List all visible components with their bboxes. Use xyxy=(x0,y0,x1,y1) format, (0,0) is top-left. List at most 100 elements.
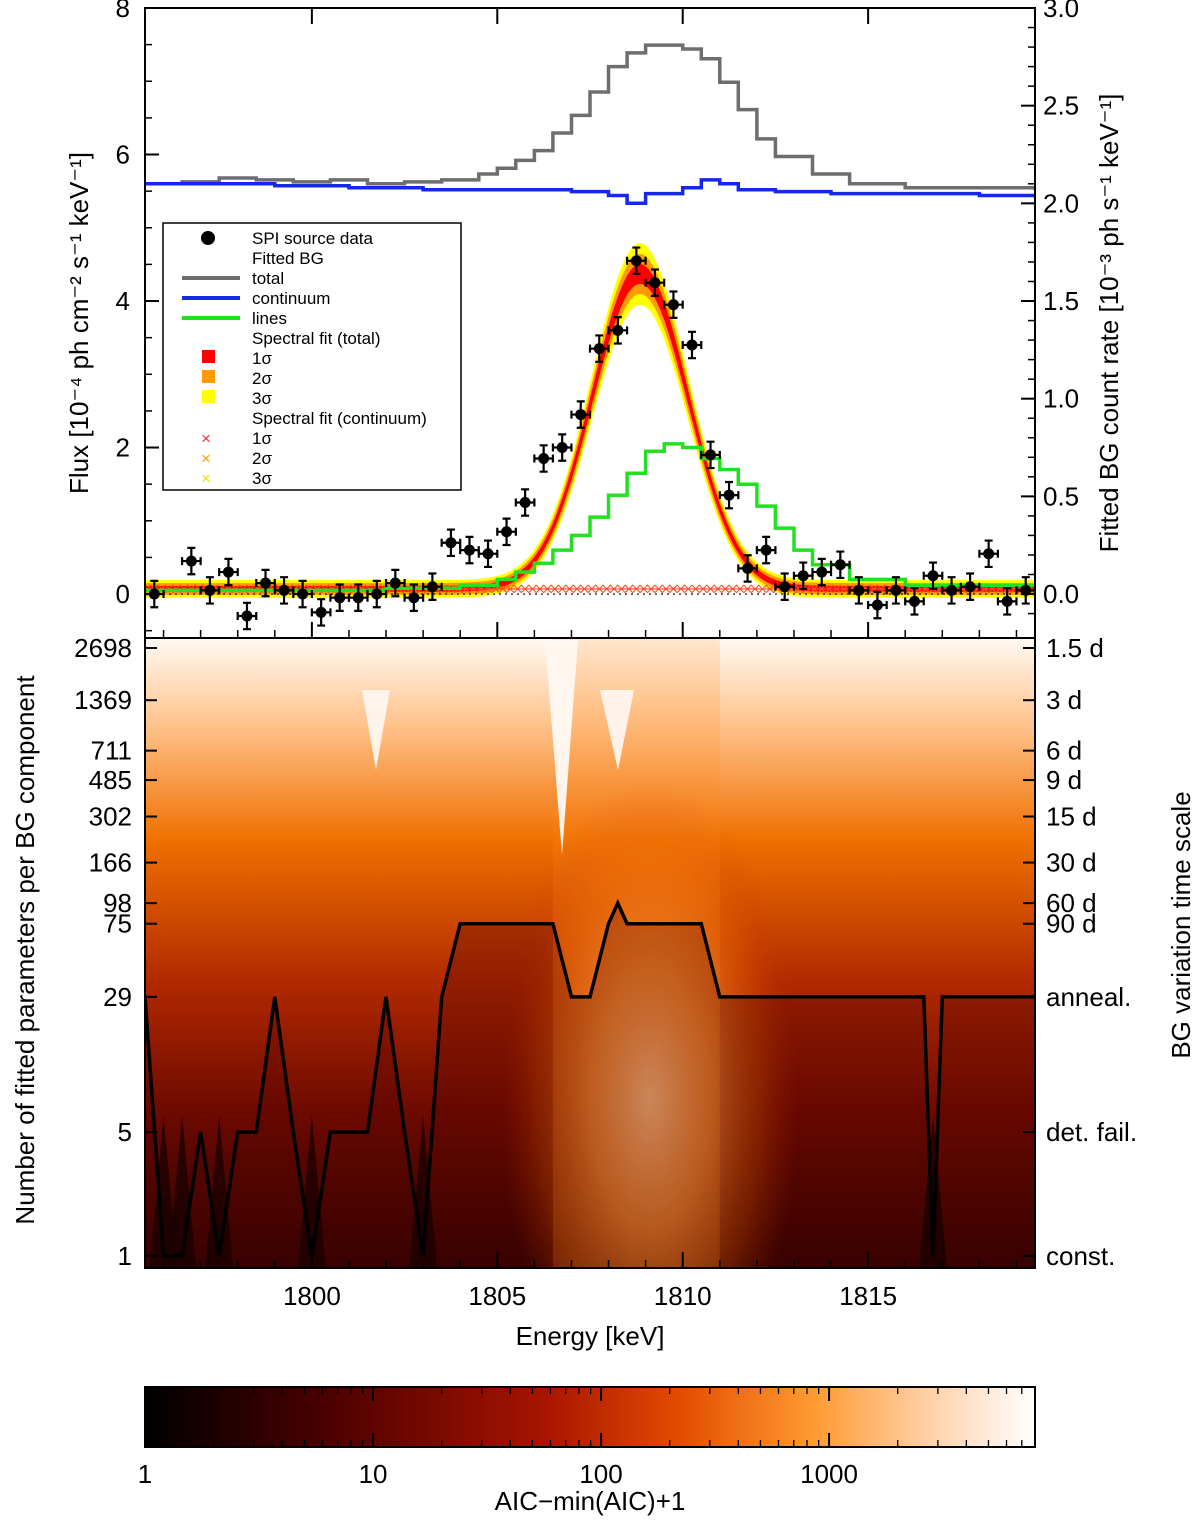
bottom-right-tick-label: anneal. xyxy=(1046,982,1131,1012)
colorbar-label: AIC−min(AIC)+1 xyxy=(495,1486,686,1516)
top-left-tick-label: 4 xyxy=(116,286,130,316)
bottom-left-tick-label: 98 xyxy=(103,888,132,918)
data-point-marker xyxy=(389,577,401,589)
continuum-fit-marker xyxy=(743,584,752,594)
data-point xyxy=(718,480,740,510)
heatmap-bright-core xyxy=(500,780,800,1268)
continuum-fit-marker xyxy=(587,584,597,594)
continuum-fit-marker xyxy=(735,584,745,594)
bg-total-curve xyxy=(145,43,1035,190)
bottom-left-tick-label: 75 xyxy=(103,909,132,939)
data-point-marker xyxy=(501,526,513,538)
data-point-marker xyxy=(538,453,550,465)
continuum-fit-marker xyxy=(513,584,523,594)
data-point xyxy=(848,576,870,605)
legend-cont-3sigma-label: 3σ xyxy=(252,469,272,488)
legend-cont-1sigma-marker: × xyxy=(201,429,211,448)
continuum-fit-marker xyxy=(617,584,626,594)
data-point xyxy=(644,268,666,297)
data-point-marker xyxy=(1001,595,1013,607)
data-point-marker xyxy=(426,581,438,593)
continuum-fit-marker xyxy=(683,584,693,594)
bottom-right-tick-label: 6 d xyxy=(1046,736,1082,766)
continuum-fit-marker xyxy=(839,584,849,594)
data-point-marker xyxy=(482,548,494,560)
data-point-marker xyxy=(890,584,902,596)
heatmap-dark-spike xyxy=(168,1116,197,1268)
data-point-marker xyxy=(816,566,828,578)
data-point xyxy=(329,583,351,612)
data-point-marker xyxy=(352,592,364,604)
legend-lines-label: lines xyxy=(252,309,287,328)
continuum-fit-marker xyxy=(728,584,738,594)
data-point xyxy=(904,587,925,616)
legend-bg-header: Fitted BG xyxy=(252,249,324,268)
data-point xyxy=(440,528,462,558)
legend-data-label: SPI source data xyxy=(252,229,374,248)
data-point-marker xyxy=(649,277,661,289)
data-point-marker xyxy=(964,581,976,593)
continuum-fit-marker xyxy=(639,584,649,594)
bottom-left-tick-label: 485 xyxy=(89,765,132,795)
data-point xyxy=(941,576,962,605)
continuum-fit-marker xyxy=(713,584,723,594)
continuum-fit-marker xyxy=(698,584,708,594)
continuum-fit-marker xyxy=(580,584,589,594)
top-right-tick-label: 1.0 xyxy=(1043,384,1079,414)
x-tick-label: 1805 xyxy=(468,1281,526,1311)
data-point xyxy=(514,488,536,517)
legend-cont-1sigma-label: 1σ xyxy=(252,429,272,448)
top-right-axis-title: Fitted BG count rate [10⁻³ ph s⁻¹ keV⁻¹] xyxy=(1094,94,1124,553)
bottom-right-tick-label: 9 d xyxy=(1046,765,1082,795)
continuum-fit-marker xyxy=(609,584,619,594)
data-point xyxy=(180,546,202,576)
top-left-tick-label: 6 xyxy=(116,140,130,170)
continuum-fit-marker xyxy=(542,584,552,594)
bg-continuum-curve xyxy=(145,178,1035,206)
x-tick-label: 1800 xyxy=(283,1281,341,1311)
data-point xyxy=(218,557,239,587)
data-point xyxy=(978,539,1000,569)
continuum-fit-marker xyxy=(646,584,656,594)
data-point-marker xyxy=(408,592,420,604)
continuum-fit-marker xyxy=(557,584,567,594)
continuum-fit-marker xyxy=(631,584,641,594)
data-point xyxy=(681,330,703,360)
aic-heatmap xyxy=(145,638,1035,1268)
colorbar xyxy=(144,1386,1036,1448)
data-point xyxy=(588,334,610,363)
continuum-fit-marker xyxy=(498,584,508,594)
heatmap-white-finger-2 xyxy=(545,640,578,855)
legend-cont-2sigma-marker: × xyxy=(201,449,211,468)
heatmap-dark-spike xyxy=(149,1116,178,1268)
bottom-left-tick-label: 1 xyxy=(118,1241,132,1271)
continuum-fit-marker xyxy=(661,584,671,594)
data-point xyxy=(663,290,684,319)
data-point-marker xyxy=(686,339,698,351)
data-point-marker xyxy=(315,606,327,618)
continuum-fit-marker xyxy=(676,584,686,594)
legend-1sigma-swatch xyxy=(202,350,215,363)
data-point-marker xyxy=(575,409,587,421)
data-point-marker xyxy=(204,584,216,596)
continuum-fit-marker xyxy=(691,584,701,594)
data-point-marker xyxy=(297,588,309,600)
data-point-marker xyxy=(853,584,865,596)
top-right-tick-label: 3.0 xyxy=(1043,0,1079,23)
data-point-marker xyxy=(742,562,754,574)
colorbar-tick-label: 1000 xyxy=(800,1459,858,1489)
top-left-tick-label: 0 xyxy=(116,579,130,609)
top-left-tick-label: 2 xyxy=(116,433,130,463)
heatmap-white-finger-1 xyxy=(362,690,390,770)
data-point xyxy=(255,568,276,598)
bottom-left-tick-label: 29 xyxy=(103,982,132,1012)
data-point xyxy=(496,517,517,547)
colorbar-tick-label: 100 xyxy=(579,1459,622,1489)
continuum-fit-marker xyxy=(505,584,515,594)
bottom-right-tick-label: det. fail. xyxy=(1046,1117,1137,1147)
legend-3sigma-label: 3σ xyxy=(252,389,272,408)
data-point xyxy=(533,444,555,473)
data-point-marker xyxy=(946,584,958,596)
data-point xyxy=(310,598,332,627)
heatmap-dark-spike xyxy=(919,1116,948,1268)
